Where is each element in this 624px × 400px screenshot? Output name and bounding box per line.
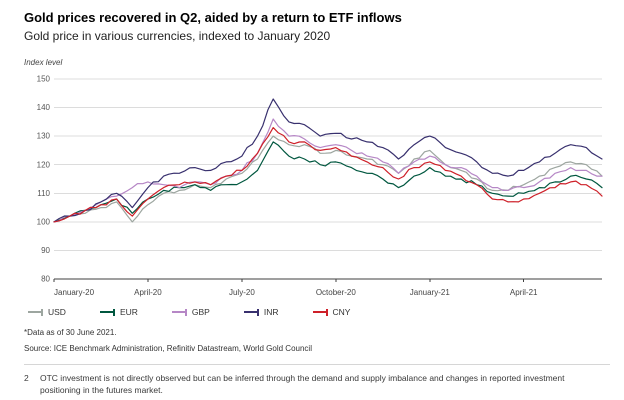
source-note: Source: ICE Benchmark Administration, Re… [24, 343, 312, 353]
svg-text:130: 130 [37, 132, 51, 141]
page-title: Gold prices recovered in Q2, aided by a … [24, 10, 402, 25]
page-subtitle: Gold price in various currencies, indexe… [24, 29, 331, 44]
svg-text:80: 80 [41, 275, 50, 284]
data-as-of-note: *Data as of 30 June 2021. [24, 328, 117, 338]
legend-item-usd: USD [28, 307, 66, 317]
inr-line-marker-icon [243, 308, 259, 316]
legend-label-usd: USD [48, 307, 66, 318]
svg-text:110: 110 [37, 189, 50, 198]
legend-item-eur: EUR [99, 307, 138, 318]
chart-canvas: 80 90 100 110 120 130 140 150 January-20 April-20… [37, 75, 603, 297]
legend-item-gbp: GBP [171, 307, 210, 318]
legend-label-cny: CNY [332, 307, 351, 318]
cny-line-marker-icon [312, 308, 328, 316]
chart-area: 80 90 100 110 120 130 140 150 January-20 April-20… [24, 69, 614, 301]
legend-label-gbp: GBP [191, 307, 210, 318]
legend-item-inr: INR [243, 307, 279, 318]
svg-text:July-20: July-20 [229, 288, 255, 297]
svg-text:April-21: April-21 [510, 288, 538, 297]
chart-legend: USD EUR GBP INR CNY [28, 307, 610, 317]
svg-text:January-21: January-21 [410, 288, 451, 297]
svg-text:150: 150 [37, 75, 51, 84]
svg-text:90: 90 [41, 246, 50, 255]
svg-text:100: 100 [37, 218, 51, 227]
usd-line-marker-icon [28, 308, 43, 316]
svg-text:January-20: January-20 [54, 288, 95, 297]
legend-label-inr: INR [263, 307, 279, 318]
legend-label-eur: EUR [119, 307, 138, 318]
svg-text:October-20: October-20 [316, 288, 357, 297]
svg-text:140: 140 [37, 103, 51, 112]
gbp-line-marker-icon [171, 308, 187, 316]
legend-item-cny: CNY [312, 307, 351, 318]
footnote-2-number: 2 [24, 373, 29, 384]
footnote-2: 2 OTC investment is not directly observe… [24, 364, 610, 397]
svg-text:120: 120 [37, 161, 51, 170]
svg-text:April-20: April-20 [134, 288, 162, 297]
y-axis-unit-label: Index level [24, 58, 63, 68]
eur-line-marker-icon [99, 308, 115, 316]
footnote-2-text: OTC investment is not directly observed … [40, 373, 565, 395]
